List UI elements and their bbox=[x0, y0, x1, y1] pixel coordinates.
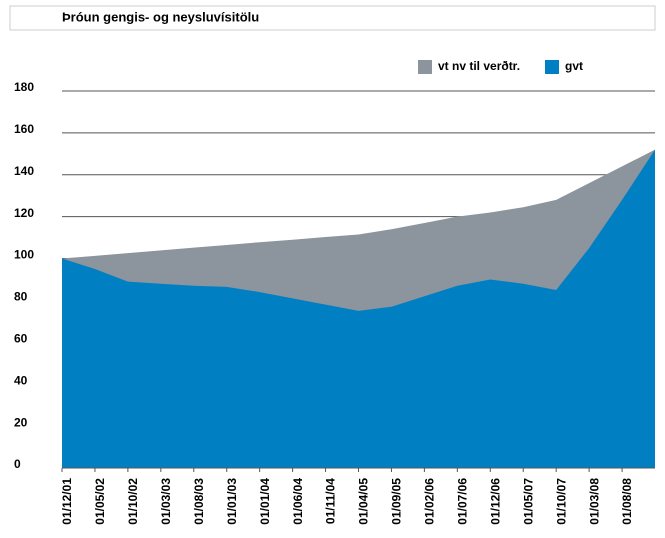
x-tick-label: 01/07/06 bbox=[456, 478, 470, 525]
legend-label: vt nv til verðtr. bbox=[438, 59, 520, 73]
x-tick-label: 01/09/05 bbox=[390, 478, 404, 525]
x-tick-label: 01/04/05 bbox=[357, 478, 371, 525]
x-tick-label: 01/08/08 bbox=[620, 478, 634, 525]
y-tick-label: 100 bbox=[14, 248, 34, 262]
y-tick-label: 180 bbox=[14, 80, 34, 94]
y-tick-label: 160 bbox=[14, 122, 34, 136]
x-tick-label: 01/03/03 bbox=[159, 478, 173, 525]
x-tick-label: 01/01/03 bbox=[225, 478, 239, 525]
y-tick-label: 140 bbox=[14, 164, 34, 178]
chart-title: Þróun gengis- og neysluvísitölu bbox=[62, 9, 259, 24]
x-tick-label: 01/02/06 bbox=[423, 478, 437, 525]
x-tick-label: 01/08/03 bbox=[192, 478, 206, 525]
x-tick-label: 01/06/04 bbox=[291, 478, 305, 525]
x-tick-label: 01/01/04 bbox=[258, 478, 272, 525]
legend-swatch bbox=[418, 60, 432, 74]
legend-swatch bbox=[545, 60, 559, 74]
legend-label: gvt bbox=[565, 59, 583, 73]
x-tick-label: 01/10/07 bbox=[554, 478, 568, 525]
x-tick-label: 01/05/02 bbox=[93, 478, 107, 525]
y-tick-label: 120 bbox=[14, 206, 34, 220]
title-box bbox=[9, 5, 656, 31]
x-tick-label: 01/11/04 bbox=[324, 478, 338, 524]
x-tick-label: 01/05/07 bbox=[521, 478, 535, 525]
y-tick-label: 60 bbox=[14, 332, 28, 346]
area bbox=[62, 149, 655, 468]
x-tick-label: 01/12/01 bbox=[60, 478, 74, 525]
x-tick-label: 01/03/08 bbox=[587, 478, 601, 525]
x-tick-label: 01/10/02 bbox=[126, 478, 140, 525]
y-tick-label: 40 bbox=[14, 373, 28, 387]
y-tick-label: 0 bbox=[14, 457, 21, 471]
y-tick-label: 80 bbox=[14, 290, 28, 304]
x-tick-label: 01/12/06 bbox=[488, 478, 502, 525]
y-tick-label: 20 bbox=[14, 415, 28, 429]
